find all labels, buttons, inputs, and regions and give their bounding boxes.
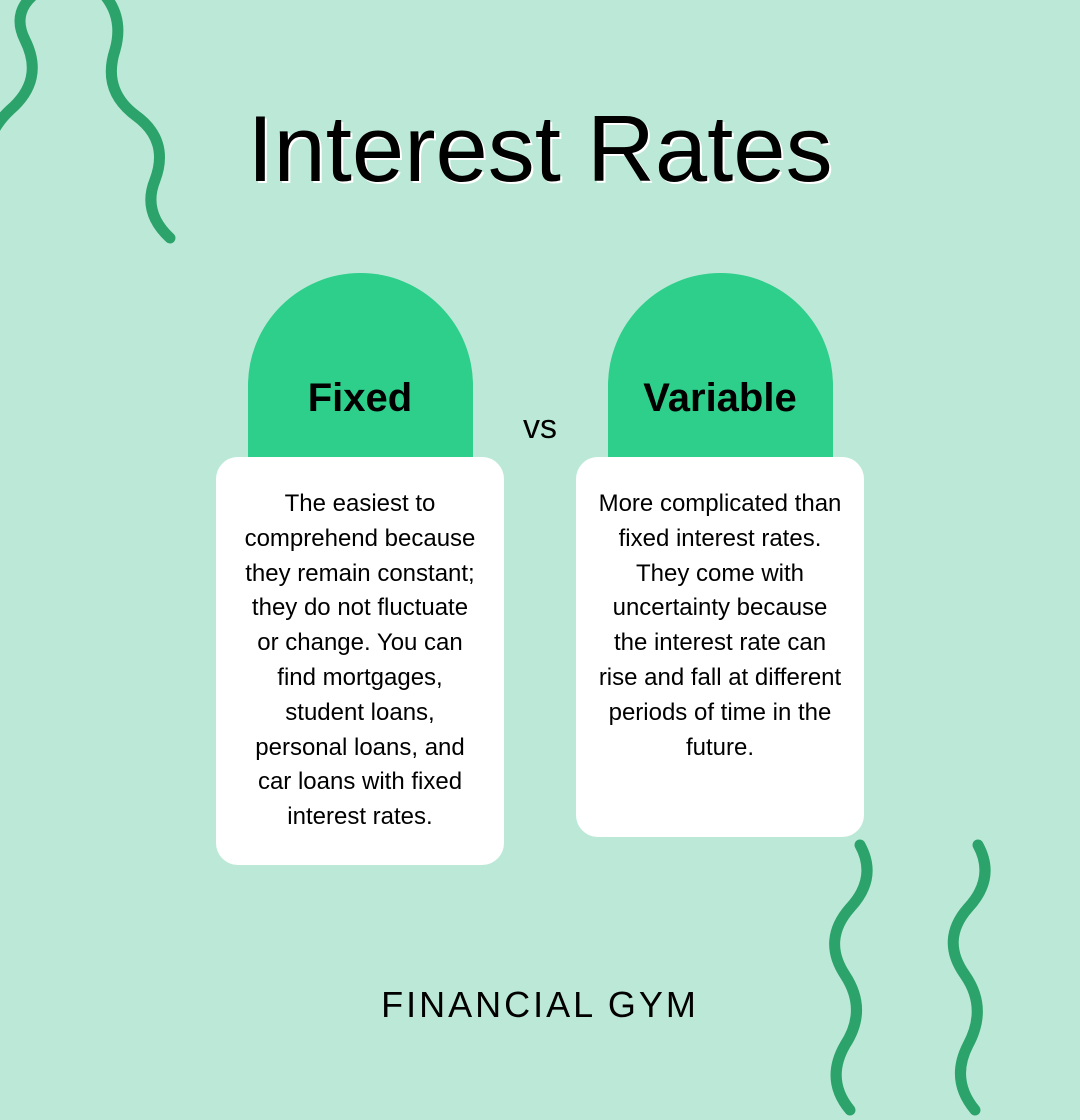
fixed-heading: Fixed <box>308 376 412 421</box>
variable-column: Variable More complicated than fixed int… <box>575 273 865 837</box>
fixed-body-card: The easiest to comprehend because they r… <box>216 457 504 865</box>
squiggle-bottom-right-icon <box>810 820 1080 1120</box>
variable-heading: Variable <box>643 376 796 421</box>
vs-label: vs <box>523 273 557 447</box>
fixed-arch: Fixed <box>248 273 473 463</box>
brand-label: FINANCIAL GYM <box>0 984 1080 1026</box>
fixed-column: Fixed The easiest to comprehend because … <box>215 273 505 865</box>
fixed-body-text: The easiest to comprehend because they r… <box>238 487 482 835</box>
variable-body-text: More complicated than fixed interest rat… <box>598 487 842 765</box>
comparison-row: Fixed The easiest to comprehend because … <box>0 273 1080 865</box>
variable-body-card: More complicated than fixed interest rat… <box>576 457 864 837</box>
page-title: Interest Rates <box>0 0 1080 203</box>
variable-arch: Variable <box>608 273 833 463</box>
